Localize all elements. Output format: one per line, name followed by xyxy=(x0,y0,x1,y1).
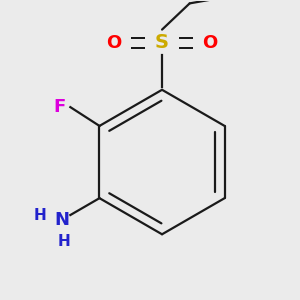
Text: N: N xyxy=(54,211,69,229)
Text: F: F xyxy=(53,98,66,116)
Text: O: O xyxy=(106,34,122,52)
Text: S: S xyxy=(155,33,169,52)
Text: H: H xyxy=(58,234,71,249)
Text: H: H xyxy=(34,208,46,223)
Text: O: O xyxy=(202,34,218,52)
